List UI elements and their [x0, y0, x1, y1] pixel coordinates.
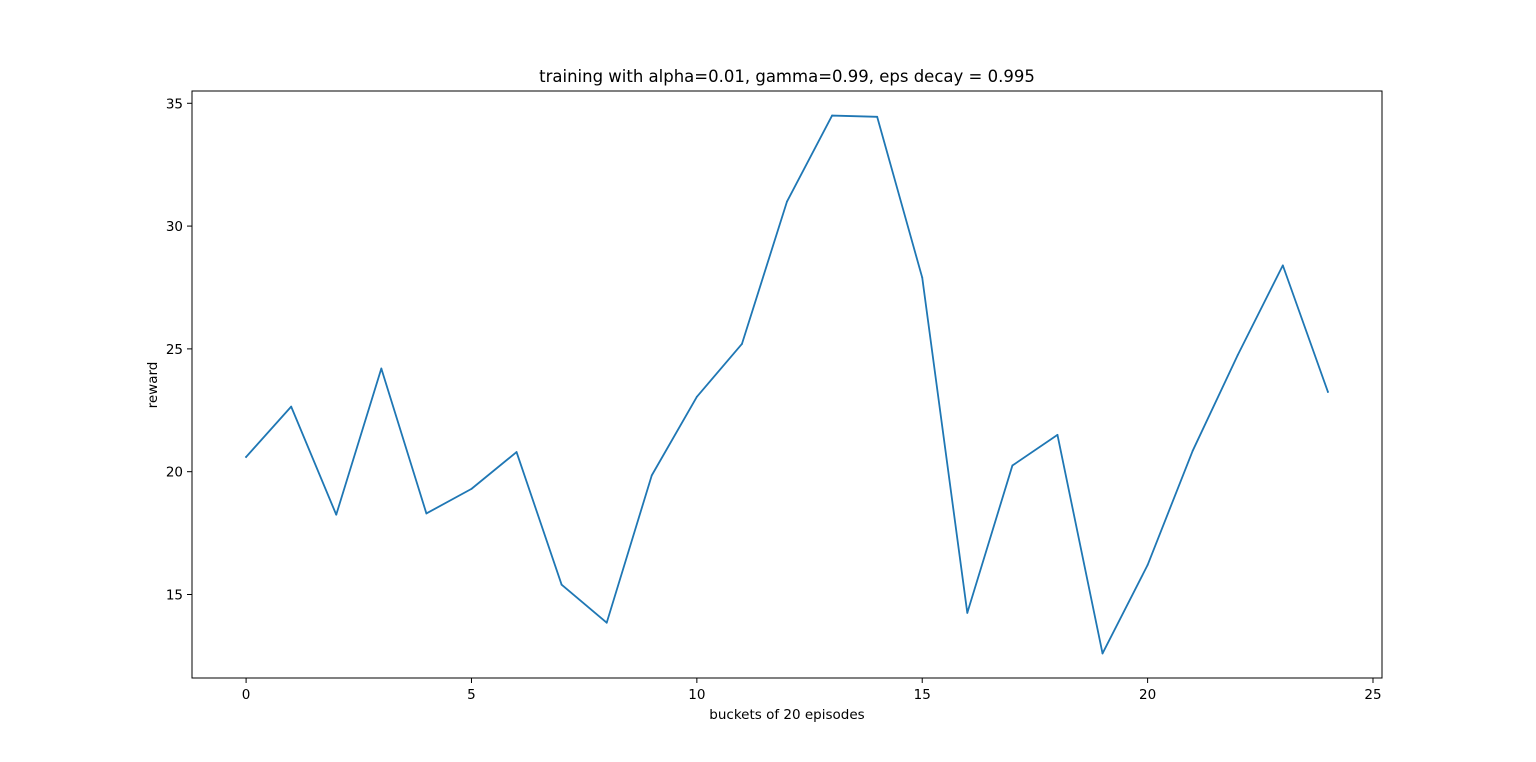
x-axis-label: buckets of 20 episodes — [709, 707, 864, 723]
data-point — [605, 621, 608, 624]
x-tick-label: 15 — [914, 687, 931, 703]
data-point — [290, 405, 293, 408]
x-tick-label: 20 — [1139, 687, 1156, 703]
y-tick-label: 35 — [166, 96, 183, 112]
x-axis: 0 5 10 15 20 25 — [242, 678, 1382, 703]
data-point — [1327, 390, 1329, 393]
y-tick-label: 15 — [166, 587, 183, 603]
data-point — [1011, 464, 1014, 467]
data-point — [921, 276, 924, 279]
data-point — [515, 451, 518, 453]
data-point — [560, 583, 563, 586]
data-point — [425, 512, 428, 515]
y-axis: 15 20 25 30 35 — [166, 96, 192, 603]
x-tick-label: 5 — [467, 687, 476, 703]
data-point — [380, 367, 383, 370]
data-point — [695, 395, 698, 398]
x-tick-label: 10 — [688, 687, 705, 703]
data-point — [1056, 433, 1059, 436]
data-point — [1191, 449, 1194, 452]
data-point — [470, 487, 473, 490]
data-point — [741, 343, 743, 345]
y-axis-label: reward — [145, 362, 161, 409]
y-tick-label: 30 — [166, 219, 183, 235]
data-point — [245, 456, 247, 458]
y-tick-label: 25 — [166, 342, 183, 358]
data-point — [831, 114, 833, 117]
y-tick-label: 20 — [166, 465, 183, 481]
data-point — [876, 115, 879, 118]
x-tick-label: 0 — [242, 687, 251, 703]
x-tick-label: 25 — [1364, 687, 1381, 703]
plot-area — [244, 114, 1330, 655]
data-point — [1236, 354, 1239, 356]
data-point — [1281, 264, 1284, 267]
data-point — [1146, 564, 1149, 566]
axes-frame — [191, 90, 1383, 679]
data-point — [786, 200, 788, 203]
chart-title: training with alpha=0.01, gamma=0.99, ep… — [539, 67, 1035, 86]
data-point — [335, 513, 338, 516]
data-point — [650, 474, 653, 477]
data-point — [1101, 652, 1104, 655]
data-point — [966, 612, 969, 614]
